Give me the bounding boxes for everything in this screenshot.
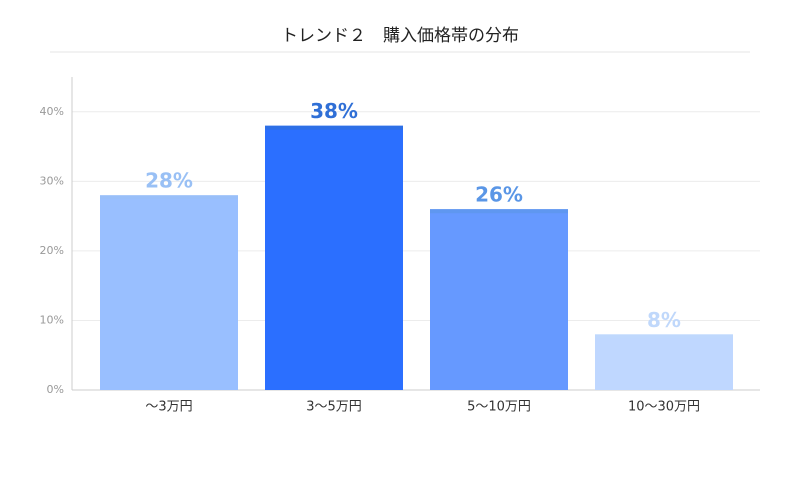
chart-title: トレンド２ 購入価格帯の分布 [281,26,519,46]
y-tick-label: 0% [47,383,64,396]
bar [100,195,238,390]
y-tick-label: 20% [40,244,64,257]
x-tick-label: 10〜30万円 [628,400,700,415]
value-label: 38% [310,99,358,123]
value-label: 28% [145,169,193,193]
bar-cap [430,209,568,214]
bar-cap [265,125,403,130]
y-tick-label: 30% [40,174,64,187]
x-tick-label: 3〜5万円 [306,400,362,415]
bar [265,125,403,390]
bar-cap [595,334,733,339]
x-tick-label: 5〜10万円 [467,400,531,415]
value-label: 8% [647,308,681,332]
bar-cap [100,195,238,200]
y-tick-label: 40% [40,105,64,118]
y-tick-label: 10% [40,313,64,326]
x-tick-label: 〜3万円 [145,400,192,415]
bar [430,209,568,390]
value-label: 26% [475,183,523,207]
bar [595,334,733,390]
